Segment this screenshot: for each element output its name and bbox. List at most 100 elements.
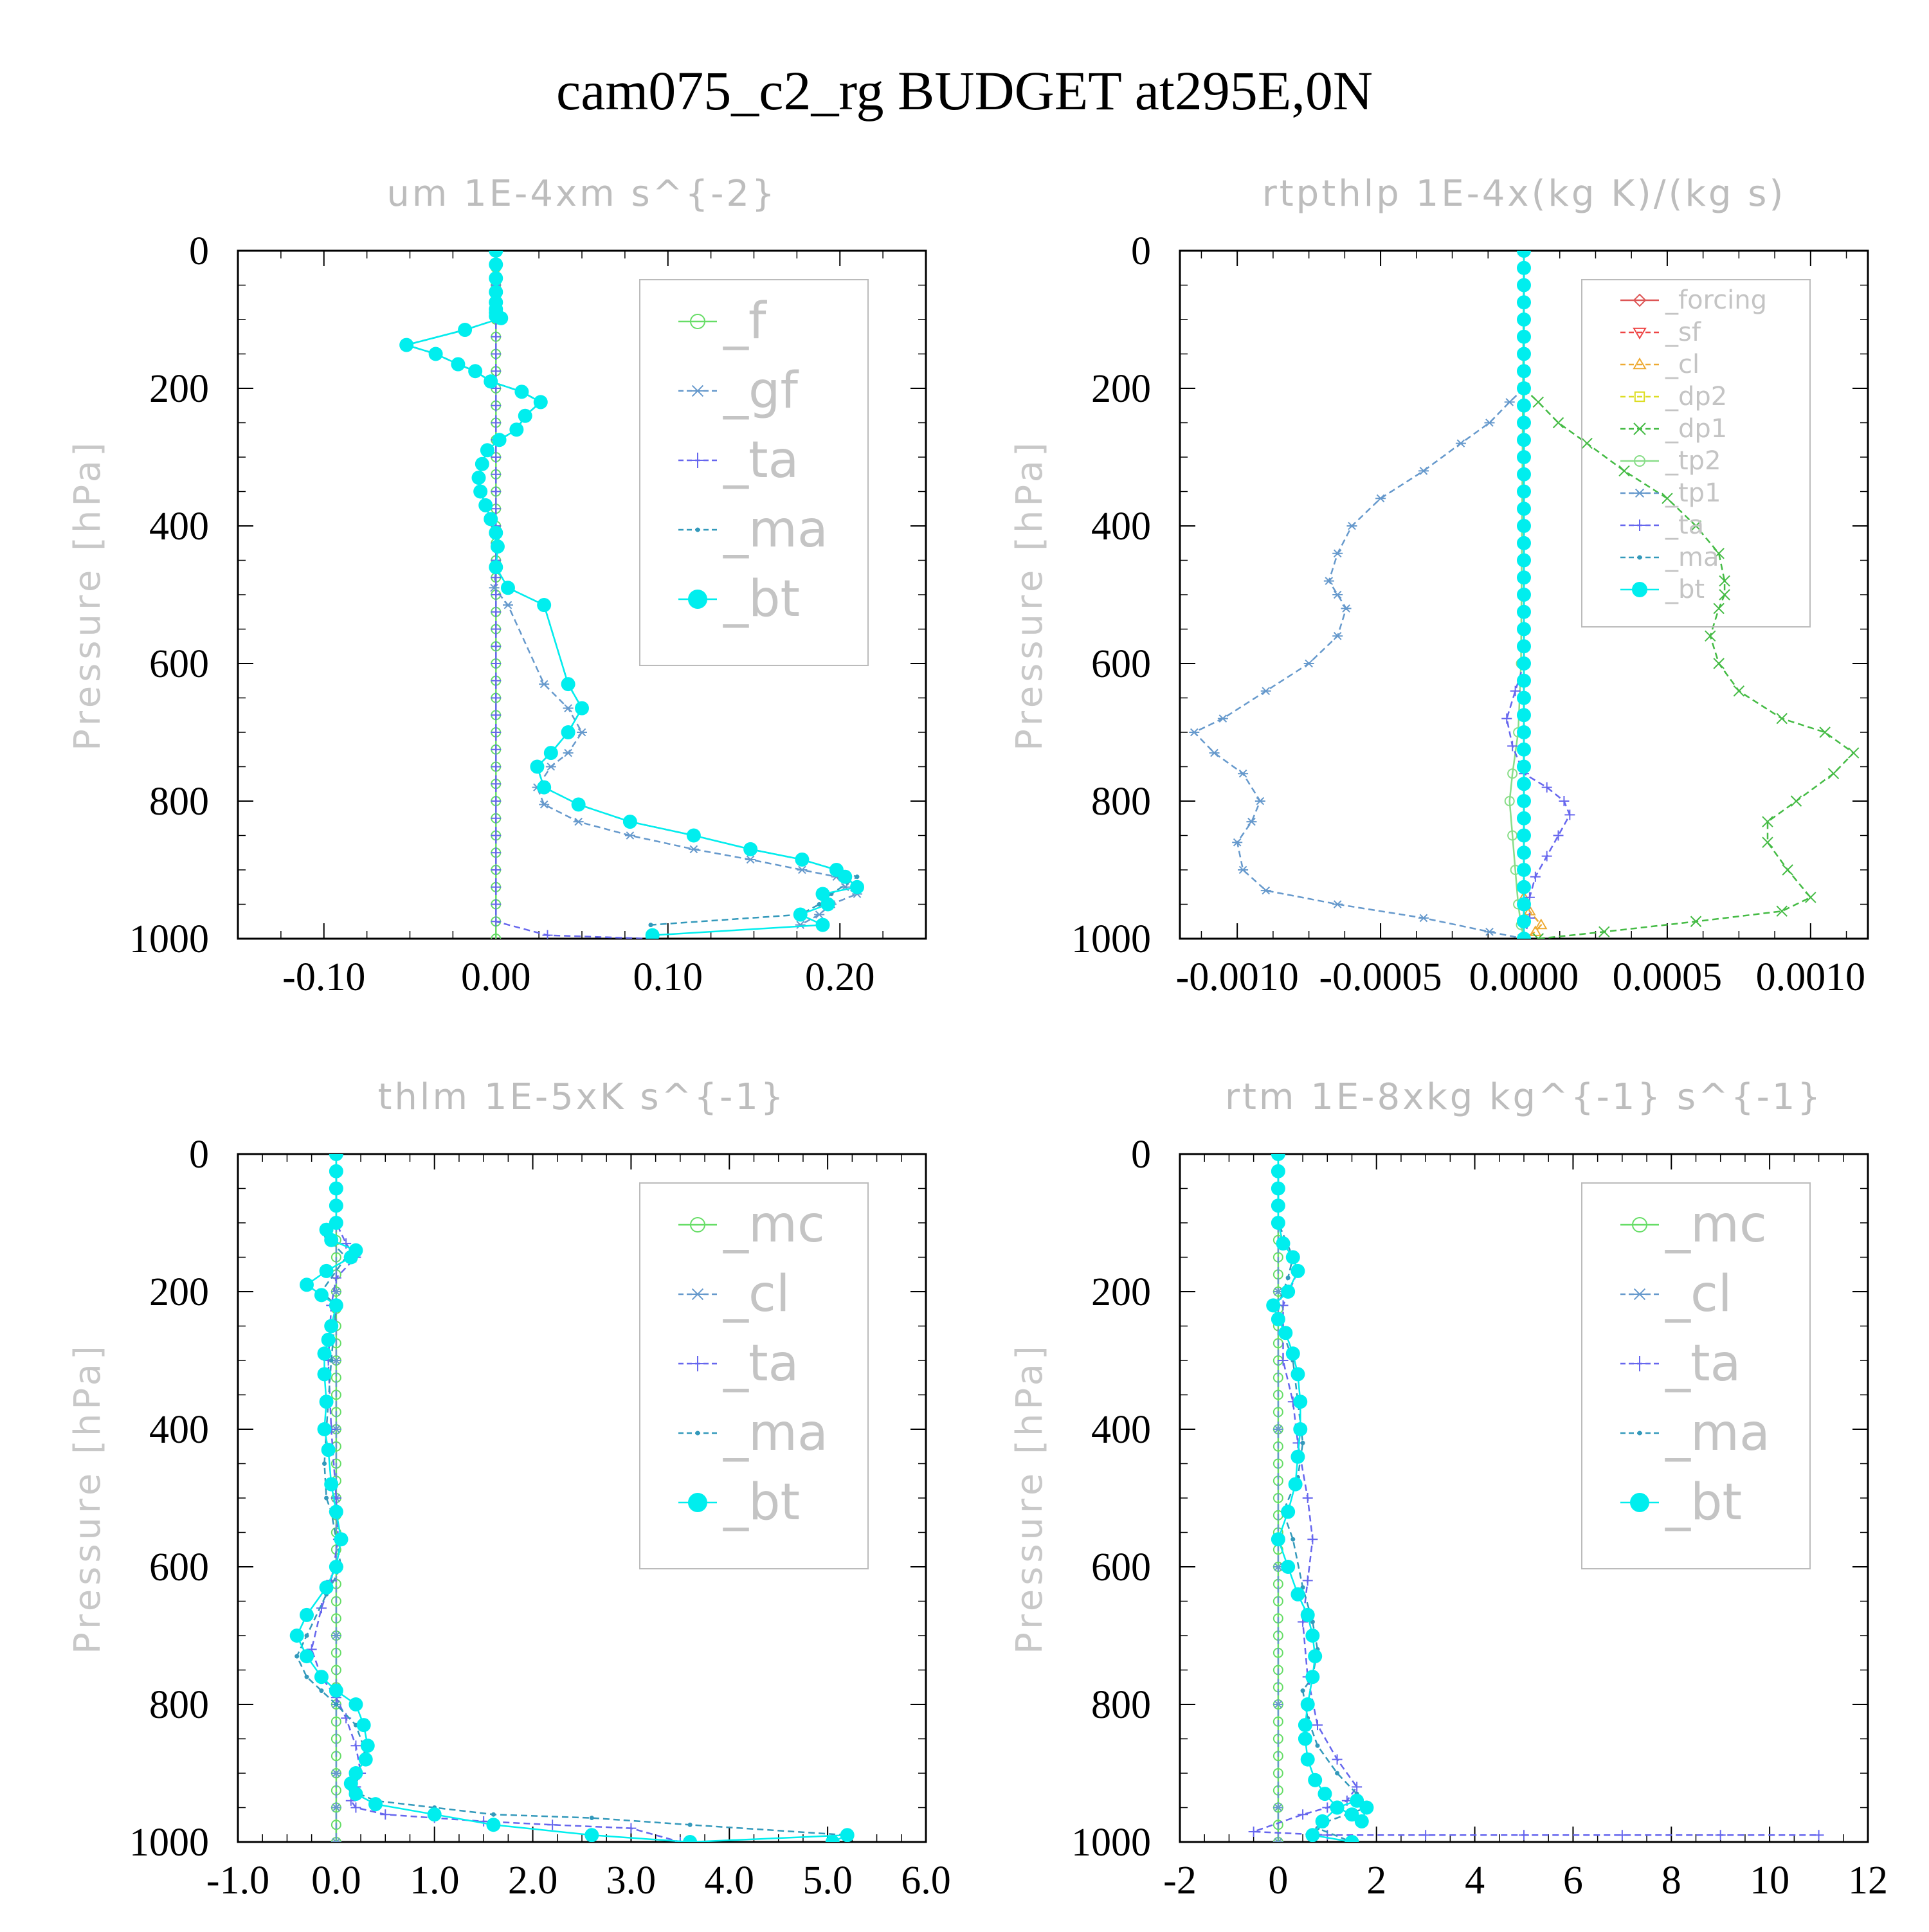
data-point [855, 874, 860, 880]
data-point [321, 1443, 336, 1458]
data-point [1719, 589, 1730, 600]
data-point [571, 797, 586, 812]
data-point [1300, 1752, 1315, 1767]
data-point [690, 1217, 705, 1232]
x-tick-label: 6.0 [901, 1859, 951, 1902]
legend-box [639, 1182, 869, 1569]
data-point [537, 598, 552, 613]
data-point [349, 1697, 363, 1711]
data-point [1517, 501, 1531, 516]
data-point [491, 813, 502, 824]
legend-label: _mc [723, 1196, 825, 1254]
data-point [575, 701, 589, 716]
data-point [1762, 816, 1773, 827]
data-point [1330, 1800, 1345, 1815]
data-point [324, 1232, 339, 1247]
data-point [491, 486, 502, 497]
data-point [1332, 590, 1343, 599]
data-point [1484, 419, 1495, 427]
data-point [690, 453, 705, 468]
data-point [1517, 742, 1531, 757]
plot-area [289, 1154, 855, 1842]
data-point [314, 1670, 329, 1684]
data-point [489, 285, 503, 300]
data-point [1517, 484, 1531, 499]
data-point [1776, 905, 1788, 917]
data-point [329, 1504, 343, 1519]
data-point [1300, 1697, 1315, 1711]
data-point [1598, 926, 1610, 938]
data-point [1271, 1532, 1285, 1547]
data-point [1762, 836, 1773, 848]
data-point [1254, 797, 1265, 806]
data-point [1517, 433, 1531, 447]
legend-item: _ta [1620, 510, 1704, 540]
data-point [1276, 1236, 1291, 1251]
data-point [1632, 1288, 1647, 1301]
data-point [542, 930, 553, 939]
data-point [690, 384, 705, 397]
data-point [1332, 631, 1343, 640]
data-point [1288, 1477, 1303, 1492]
data-point [1633, 357, 1647, 370]
data-point [1305, 1670, 1320, 1684]
data-point [324, 1319, 339, 1333]
data-point [745, 855, 756, 864]
x-tick-label: 0.0000 [1469, 955, 1579, 999]
data-point [539, 680, 550, 689]
x-tick-label: 12 [1848, 1859, 1888, 1902]
legend-label: _forcing [1665, 285, 1767, 315]
x-tick-label: 3.0 [606, 1859, 657, 1902]
data-point [1302, 1575, 1313, 1586]
data-point [491, 727, 502, 737]
data-point [304, 1674, 309, 1679]
data-point [329, 1181, 343, 1196]
data-point [324, 1477, 339, 1492]
data-point [1291, 1449, 1305, 1464]
data-point [795, 852, 810, 867]
data-point [316, 1603, 327, 1614]
series-bt [1517, 251, 1531, 939]
data-point [686, 828, 701, 843]
data-point [1291, 1587, 1305, 1602]
data-point [1332, 549, 1343, 558]
data-point [688, 845, 699, 854]
data-point [1715, 1830, 1726, 1841]
x-tick-label: 0 [1268, 1859, 1288, 1902]
data-point [349, 1787, 363, 1801]
x-tick-label: 0.0010 [1756, 955, 1866, 999]
y-tick-label: 800 [1091, 1683, 1151, 1727]
data-point [331, 1803, 341, 1812]
data-point [1813, 1830, 1824, 1841]
data-point [491, 366, 502, 377]
data-point [491, 934, 502, 939]
data-point [368, 1797, 383, 1812]
data-point [1634, 488, 1645, 498]
data-point [331, 1769, 341, 1778]
data-point [1517, 880, 1531, 894]
data-point [1713, 658, 1725, 669]
legend-label: _gf [723, 362, 799, 420]
data-point [489, 251, 503, 258]
data-point [1819, 727, 1831, 738]
x-tick-label: 2 [1366, 1859, 1386, 1902]
data-point [1517, 656, 1531, 671]
legend-item: _mc [1620, 1196, 1767, 1254]
panel-title: rtm 1E-8xkg kg^{-1} s^{-1} [1225, 1076, 1823, 1118]
data-point [1541, 851, 1552, 862]
data-point [1535, 918, 1548, 930]
y-tick-label: 0 [1131, 1133, 1151, 1177]
data-point [1298, 1731, 1312, 1746]
data-point [350, 1802, 361, 1813]
data-point [289, 1629, 304, 1643]
y-axis-label: Pressure [hPa] [1009, 438, 1051, 751]
data-point [690, 314, 705, 329]
legend-label: _ma [1665, 543, 1719, 572]
data-point [1782, 864, 1793, 876]
data-point [492, 433, 507, 447]
panels: um 1E-4xm s^{-2}Pressure [hPa]-0.10 0.00 0… [67, 173, 1888, 1902]
legend-label: _ma [1665, 1404, 1770, 1462]
chart-panel-2: rtpthlp 1E-4x(kg K)/(kg s) Pressure [hPa]… [1009, 173, 1869, 999]
data-point [491, 452, 502, 462]
legend-box [639, 279, 869, 666]
